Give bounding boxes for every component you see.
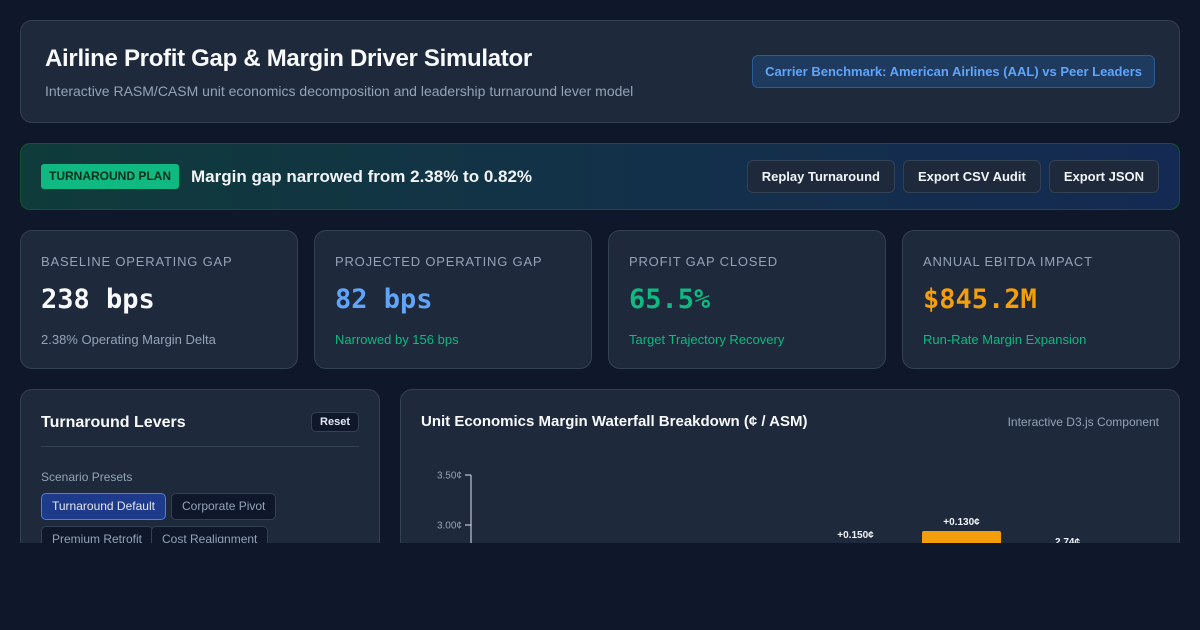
page-title: Airline Profit Gap & Margin Driver Simul… [45, 45, 532, 72]
y-tick-label: 3.00¢ [437, 521, 462, 532]
preset-turnaround-default[interactable]: Turnaround Default [41, 493, 166, 520]
kpi-card-projected-gap: Projected Operating Gap 82 bps Narrowed … [314, 230, 592, 369]
reset-button[interactable]: Reset [311, 412, 359, 432]
banner-actions: Replay Turnaround Export CSV Audit Expor… [746, 160, 1159, 193]
plan-tag: TURNAROUND PLAN [41, 164, 179, 189]
kpi-card-baseline-gap: Baseline Operating Gap 238 bps 2.38% Ope… [20, 230, 298, 369]
kpi-label: Profit Gap Closed [629, 254, 778, 269]
bar-value-label: 2.74¢ [1055, 537, 1080, 543]
presets-label: Scenario Presets [41, 470, 133, 484]
kpi-label: Projected Operating Gap [335, 254, 543, 269]
waterfall-bar [922, 531, 1001, 543]
export-csv-button[interactable]: Export CSV Audit [902, 160, 1041, 193]
page-header: Airline Profit Gap & Margin Driver Simul… [20, 20, 1180, 123]
kpi-card-ebitda-impact: Annual EBITDA Impact $845.2M Run-Rate Ma… [902, 230, 1180, 369]
levers-title: Turnaround Levers [41, 414, 186, 431]
export-json-button[interactable]: Export JSON [1048, 160, 1159, 193]
divider [41, 446, 359, 447]
kpi-label: Annual EBITDA Impact [923, 254, 1093, 269]
kpi-label: Baseline Operating Gap [41, 254, 233, 269]
preset-cost-realignment[interactable]: Cost Realignment [151, 526, 269, 543]
kpi-value: 65.5% [629, 284, 711, 315]
kpi-value: $845.2M [923, 284, 1037, 315]
kpi-subtext: Run-Rate Margin Expansion [923, 332, 1087, 347]
waterfall-chart: 2.50¢3.00¢3.50¢+0.440¢+0.300¢+0.150¢+0.1… [437, 471, 1080, 543]
replay-turnaround-button[interactable]: Replay Turnaround [746, 160, 895, 193]
chart-tag: Interactive D3.js Component [1007, 415, 1159, 429]
app-viewport: Airline Profit Gap & Margin Driver Simul… [20, 20, 1180, 543]
bar-value-label: +0.150¢ [837, 530, 874, 541]
kpi-value: 82 bps [335, 284, 433, 315]
page-subtitle: Interactive RASM/CASM unit economics dec… [45, 83, 634, 99]
benchmark-badge: Carrier Benchmark: American Airlines (AA… [752, 55, 1155, 88]
chart-title: Unit Economics Margin Waterfall Breakdow… [421, 413, 808, 430]
kpi-subtext: 2.38% Operating Margin Delta [41, 332, 216, 347]
preset-corporate-pivot[interactable]: Corporate Pivot [171, 493, 277, 520]
bar-value-label: +0.130¢ [943, 517, 980, 528]
kpi-value: 238 bps [41, 284, 155, 315]
kpi-card-gap-closed: Profit Gap Closed 65.5% Target Trajector… [608, 230, 886, 369]
banner-message: Margin gap narrowed from 2.38% to 0.82% [191, 167, 533, 186]
kpi-subtext: Narrowed by 156 bps [335, 332, 459, 347]
turnaround-banner: TURNAROUND PLAN Margin gap narrowed from… [20, 143, 1180, 210]
waterfall-chart-panel: Unit Economics Margin Waterfall Breakdow… [400, 389, 1180, 543]
turnaround-levers-panel: Turnaround Levers Reset Scenario Presets… [20, 389, 380, 543]
y-tick-label: 3.50¢ [437, 471, 462, 482]
kpi-subtext: Target Trajectory Recovery [629, 332, 785, 347]
preset-premium-retrofit[interactable]: Premium Retrofit [41, 526, 154, 543]
